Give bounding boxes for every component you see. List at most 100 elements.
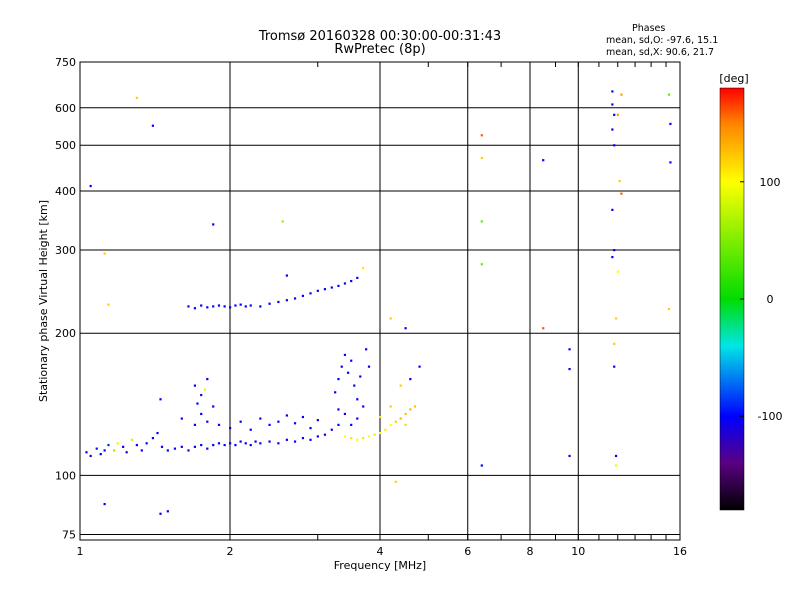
data-point	[611, 208, 614, 211]
data-point	[301, 294, 305, 297]
data-point	[309, 292, 312, 295]
data-point	[200, 412, 203, 416]
data-point	[568, 348, 571, 351]
data-point	[323, 433, 327, 436]
data-point	[367, 365, 371, 368]
data-point	[359, 375, 362, 378]
chart-subtitle: RwPretec (8p)	[334, 42, 425, 57]
data-point	[212, 305, 215, 308]
data-point	[362, 437, 365, 440]
data-point	[293, 297, 297, 300]
data-point	[316, 419, 319, 422]
data-point	[309, 427, 312, 430]
data-point	[293, 440, 297, 443]
data-point	[356, 417, 359, 420]
data-point	[379, 415, 382, 419]
data-point	[614, 464, 618, 467]
stats-line-x: mean, sd,X: 90.6, 21.7	[606, 47, 714, 58]
data-point	[384, 428, 387, 431]
data-point	[611, 90, 614, 93]
data-point	[611, 103, 614, 106]
data-point	[667, 93, 671, 96]
data-point	[669, 122, 672, 125]
data-point	[193, 307, 197, 310]
data-point	[217, 442, 221, 445]
data-point	[350, 279, 353, 283]
data-point	[669, 161, 672, 164]
plot-layer: 1 2 4 6 8 10 16 75 100 200 300 400 500 600 750 100 0 -100	[55, 56, 782, 558]
data-point	[223, 443, 226, 447]
data-point	[239, 303, 242, 306]
data-point	[404, 412, 407, 416]
data-point	[343, 282, 347, 285]
data-point	[480, 263, 483, 266]
data-point	[107, 303, 110, 306]
x-tick-label: 4	[377, 545, 384, 558]
data-point	[135, 443, 138, 447]
data-point	[239, 420, 242, 423]
x-tick-label: 10	[571, 545, 585, 558]
data-point	[99, 453, 102, 456]
data-point	[166, 510, 169, 513]
y-axis-label: Stationary phase Virtual Height [km]	[37, 200, 50, 402]
y-tick-label: 100	[55, 469, 76, 482]
y-tick-label: 600	[55, 102, 76, 115]
data-point	[249, 443, 252, 447]
data-point	[193, 445, 197, 448]
colorbar-tick-label: 0	[767, 293, 774, 306]
data-point	[116, 442, 119, 445]
colorbar-label: [deg]	[719, 72, 748, 85]
data-point	[145, 442, 148, 445]
data-point	[234, 443, 237, 447]
y-tick-label: 300	[55, 244, 76, 257]
data-point	[187, 449, 190, 452]
data-point	[330, 428, 333, 431]
data-point	[389, 405, 392, 408]
data-point	[125, 451, 128, 454]
data-point	[346, 371, 350, 374]
data-point	[353, 384, 356, 387]
data-point	[616, 270, 619, 273]
data-point	[112, 449, 116, 452]
data-point	[316, 289, 319, 292]
data-point	[159, 512, 162, 515]
x-tick-label: 8	[527, 545, 534, 558]
data-point	[173, 447, 177, 450]
data-point	[193, 423, 197, 426]
data-point	[206, 420, 209, 423]
data-point	[399, 384, 402, 387]
data-point	[285, 299, 288, 302]
data-point	[180, 445, 183, 448]
data-point	[323, 288, 327, 291]
data-point	[480, 134, 483, 137]
data-point	[350, 359, 353, 362]
data-point	[200, 443, 203, 447]
data-point	[373, 433, 376, 436]
data-point	[89, 184, 92, 188]
data-point	[613, 249, 616, 252]
data-point	[613, 365, 616, 368]
x-tick-label: 2	[227, 545, 234, 558]
data-point	[206, 447, 209, 450]
y-tick-label: 500	[55, 139, 76, 152]
stats-heading: Phases	[632, 23, 665, 34]
data-point	[293, 422, 297, 425]
data-point	[613, 342, 616, 345]
data-point	[89, 454, 92, 458]
data-point	[259, 417, 262, 420]
data-point	[159, 398, 162, 401]
stats-line-o: mean, sd,O: -97.6, 15.1	[606, 35, 718, 46]
data-point	[394, 480, 397, 483]
data-point	[122, 445, 125, 448]
x-tick-label: 1	[77, 545, 84, 558]
data-point	[135, 96, 138, 99]
data-point	[611, 128, 614, 131]
data-point	[285, 274, 288, 277]
data-point	[618, 179, 621, 183]
data-point	[107, 443, 110, 447]
data-point	[409, 377, 412, 381]
data-point	[268, 423, 271, 426]
data-point	[399, 417, 402, 420]
data-point	[206, 306, 209, 309]
